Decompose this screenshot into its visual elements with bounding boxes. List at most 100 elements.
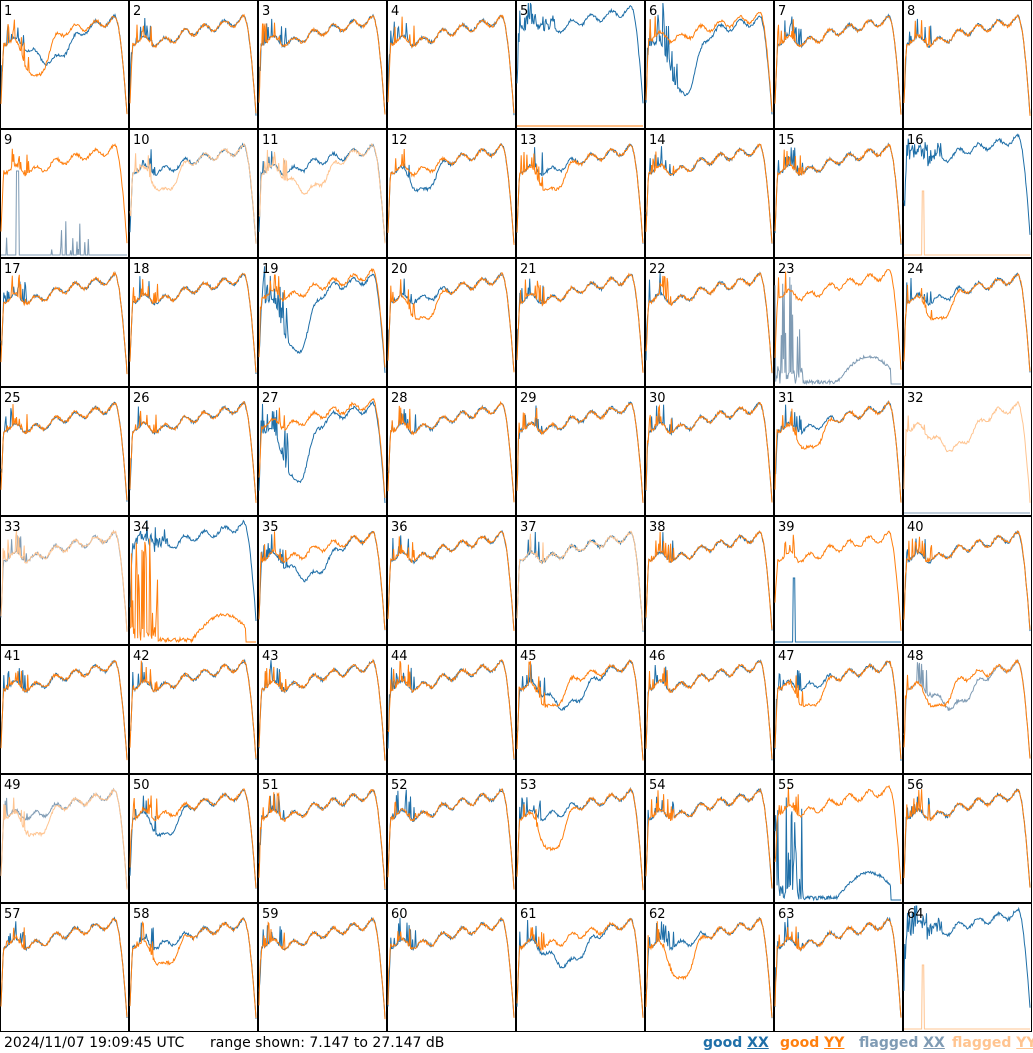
series-xx-1 bbox=[0, 13, 128, 114]
panel-label: 41 bbox=[4, 649, 21, 664]
legend-flagged-yy-word: flagged bbox=[952, 1035, 1012, 1051]
panel-9: 9 bbox=[0, 129, 129, 258]
panel-label: 30 bbox=[649, 391, 666, 406]
panel-frame bbox=[387, 387, 516, 516]
panel-label: 25 bbox=[4, 391, 21, 406]
panel-64: 64 bbox=[903, 903, 1032, 1032]
series-yy-37 bbox=[516, 530, 644, 631]
panel-frame bbox=[645, 0, 774, 129]
series-xx-43 bbox=[258, 659, 386, 761]
panel-label: 11 bbox=[262, 133, 279, 148]
series-xx-12 bbox=[387, 143, 515, 243]
panel-12: 12 bbox=[387, 129, 516, 258]
series-yy-20 bbox=[387, 272, 515, 373]
panel-31: 31 bbox=[774, 387, 903, 516]
panel-label: 8 bbox=[907, 4, 915, 19]
series-xx-61 bbox=[516, 917, 644, 1018]
panel-26: 26 bbox=[129, 387, 258, 516]
panel-5: 5 bbox=[516, 0, 645, 129]
panel-label: 22 bbox=[649, 262, 666, 277]
panel-frame bbox=[516, 903, 645, 1032]
panel-label: 55 bbox=[778, 778, 795, 793]
series-xx-60 bbox=[387, 916, 515, 1018]
panel-frame bbox=[0, 0, 129, 129]
panel-61: 61 bbox=[516, 903, 645, 1032]
panel-label: 5 bbox=[520, 4, 528, 19]
panel-frame bbox=[645, 258, 774, 387]
panel-28: 28 bbox=[387, 387, 516, 516]
series-xx-13 bbox=[516, 143, 644, 244]
panel-label: 64 bbox=[907, 907, 924, 922]
series-xx-30 bbox=[645, 401, 773, 502]
panel-60: 60 bbox=[387, 903, 516, 1032]
panel-frame bbox=[129, 516, 258, 645]
panel-frame bbox=[903, 387, 1032, 516]
panel-11: 11 bbox=[258, 129, 387, 258]
series-yy-12 bbox=[387, 143, 515, 245]
series-xx-2 bbox=[129, 14, 257, 116]
series-yy-62 bbox=[645, 917, 773, 1018]
legend-good-yy: good YY bbox=[780, 1035, 844, 1051]
panel-49: 49 bbox=[0, 774, 129, 903]
series-yy-42 bbox=[129, 659, 257, 759]
panel-frame bbox=[903, 903, 1032, 1032]
series-xx-49 bbox=[0, 787, 128, 888]
panel-34: 34 bbox=[129, 516, 258, 645]
panel-frame bbox=[0, 903, 129, 1032]
series-yy-8 bbox=[903, 14, 1031, 116]
panel-frame bbox=[0, 129, 129, 258]
panel-8: 8 bbox=[903, 0, 1032, 129]
series-yy-13 bbox=[516, 143, 644, 244]
panel-3: 3 bbox=[258, 0, 387, 129]
panel-51: 51 bbox=[258, 774, 387, 903]
panel-label: 26 bbox=[133, 391, 150, 406]
panel-label: 32 bbox=[907, 391, 924, 406]
legend-good-xx: good XX bbox=[703, 1035, 769, 1051]
series-yy-34 bbox=[129, 538, 256, 644]
series-xx-10 bbox=[129, 142, 257, 244]
series-yy-57 bbox=[0, 917, 128, 1018]
panel-label: 59 bbox=[262, 907, 279, 922]
series-xx-48 bbox=[903, 659, 1031, 759]
panel-13: 13 bbox=[516, 129, 645, 258]
panel-label: 29 bbox=[520, 391, 537, 406]
panel-56: 56 bbox=[903, 774, 1032, 903]
panel-38: 38 bbox=[645, 516, 774, 645]
panel-frame bbox=[129, 903, 258, 1032]
panel-label: 18 bbox=[133, 262, 150, 277]
panel-42: 42 bbox=[129, 645, 258, 774]
panel-label: 3 bbox=[262, 4, 270, 19]
panel-label: 63 bbox=[778, 907, 795, 922]
series-xx-14 bbox=[645, 144, 773, 244]
series-yy-32 bbox=[903, 400, 1031, 503]
panel-label: 61 bbox=[520, 907, 537, 922]
panel-10: 10 bbox=[129, 129, 258, 258]
series-xx-39 bbox=[775, 577, 901, 643]
series-xx-47 bbox=[774, 660, 902, 761]
panel-frame bbox=[903, 0, 1032, 129]
legend-flagged-xx-word: flagged bbox=[859, 1035, 919, 1051]
panel-label: 37 bbox=[520, 520, 537, 535]
series-yy-1 bbox=[0, 15, 128, 115]
series-xx-63 bbox=[774, 916, 902, 1017]
panel-frame bbox=[387, 645, 516, 774]
panel-48: 48 bbox=[903, 645, 1032, 774]
panel-53: 53 bbox=[516, 774, 645, 903]
series-yy-29 bbox=[516, 402, 644, 503]
panel-2: 2 bbox=[129, 0, 258, 129]
series-xx-41 bbox=[0, 659, 128, 759]
panel-frame bbox=[774, 774, 903, 903]
panel-41: 41 bbox=[0, 645, 129, 774]
panel-label: 50 bbox=[133, 778, 150, 793]
series-yy-58 bbox=[129, 917, 257, 1019]
panel-label: 44 bbox=[391, 649, 408, 664]
series-yy-46 bbox=[645, 660, 773, 760]
series-yy-53 bbox=[516, 788, 644, 891]
series-xx-19 bbox=[258, 266, 386, 373]
legend-flagged-xx-pol: XX bbox=[923, 1035, 945, 1051]
series-xx-5 bbox=[516, 2, 644, 104]
series-xx-8 bbox=[903, 14, 1031, 114]
series-yy-49 bbox=[0, 788, 128, 890]
series-xx-55 bbox=[774, 797, 901, 902]
